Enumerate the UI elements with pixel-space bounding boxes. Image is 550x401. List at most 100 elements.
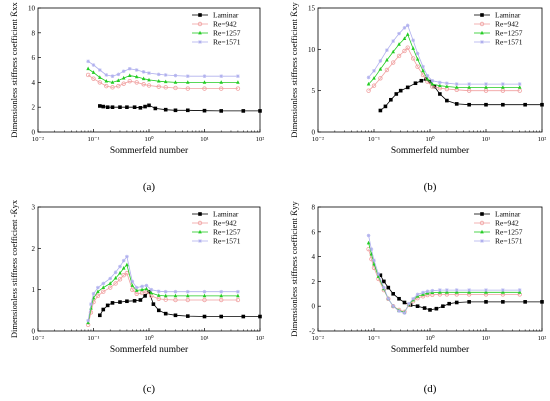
data-point [144, 286, 149, 291]
data-point [173, 73, 178, 78]
data-point [500, 88, 506, 93]
data-point [219, 289, 224, 294]
data-point [415, 51, 420, 56]
data-point [501, 300, 505, 304]
data-point [396, 53, 402, 59]
y-tick-label: 2 [32, 245, 36, 253]
data-point [517, 88, 522, 93]
x-tick-label: 10¹ [482, 136, 491, 143]
series-line-3 [87, 264, 238, 323]
data-point [438, 290, 442, 294]
series-line-1 [99, 290, 260, 317]
data-point [454, 82, 459, 86]
data-point [376, 272, 381, 276]
data-point [402, 36, 407, 40]
data-point [163, 79, 168, 84]
data-point [110, 301, 115, 305]
data-point [95, 293, 101, 299]
data-point [236, 293, 240, 298]
data-point [484, 288, 488, 292]
data-point [125, 299, 129, 304]
data-point [97, 80, 103, 85]
data-point [430, 81, 435, 86]
data-point [91, 63, 96, 67]
data-point [372, 76, 376, 80]
y-tick-label: 8 [312, 204, 316, 212]
data-point [113, 270, 118, 275]
data-point [147, 289, 151, 294]
y-tick-label: 0 [312, 129, 316, 137]
data-point [441, 304, 445, 308]
data-point [149, 290, 154, 295]
data-point [121, 81, 126, 86]
data-point [147, 71, 151, 75]
data-point [378, 59, 383, 63]
series-line-2 [87, 272, 238, 325]
chart-panel-3: 0 1 2 3 10⁻² 10⁻¹ 10⁰ 10¹ 10² Sommerfeld number Di… [9, 199, 264, 395]
data-point [378, 66, 383, 71]
data-point [219, 314, 224, 319]
legend-marker [480, 40, 484, 44]
legend-entry: Re=1257 [495, 29, 523, 38]
series-line-3 [87, 68, 238, 83]
data-point [366, 88, 371, 93]
data-point [428, 308, 432, 312]
x-tick-label: 10² [538, 335, 547, 342]
data-point [110, 74, 115, 78]
data-point [378, 108, 383, 113]
data-point [173, 293, 178, 298]
data-point [415, 292, 420, 297]
x-tick-label: 10⁻¹ [368, 335, 380, 342]
data-point [371, 265, 377, 270]
data-point [421, 64, 425, 69]
data-point [113, 275, 118, 280]
data-point [397, 31, 401, 36]
data-point [185, 80, 190, 84]
legend-marker [480, 239, 484, 243]
x-tick-label: 10⁻² [32, 136, 44, 143]
panel-label: (c) [143, 383, 156, 395]
panel-label: (b) [424, 181, 437, 193]
data-point [116, 72, 121, 77]
data-point [110, 105, 115, 109]
data-point [540, 102, 544, 107]
data-point [202, 297, 207, 303]
x-tick-label: 10¹ [200, 136, 209, 143]
data-point [397, 296, 401, 301]
data-point [202, 86, 207, 91]
y-axis-label: Dimensionless stiffness coefficient K̄yy [289, 201, 299, 337]
data-point [101, 104, 106, 109]
data-point [141, 70, 146, 74]
data-point [369, 247, 374, 251]
data-point [391, 304, 395, 308]
data-point [118, 264, 122, 269]
legend-marker [198, 30, 202, 35]
panel-label: (d) [424, 383, 437, 395]
x-axis-label: Sommerfeld number [391, 344, 470, 355]
data-point [104, 73, 109, 77]
data-point [163, 107, 168, 112]
data-point [501, 102, 505, 107]
data-point [202, 80, 207, 84]
data-point [202, 74, 207, 78]
legend-marker [479, 220, 485, 226]
data-point [219, 297, 224, 303]
data-point [121, 273, 126, 278]
legend-marker [197, 21, 203, 27]
data-point [501, 85, 505, 89]
legend-entry: Laminar [495, 11, 521, 20]
legend-marker [198, 229, 202, 234]
y-axis-label: Dimensionless stiffness coefficient K̄xx [9, 2, 19, 138]
data-point [98, 68, 102, 72]
data-point [219, 74, 224, 78]
data-point [235, 86, 241, 91]
data-point [422, 306, 427, 310]
data-point [484, 290, 488, 294]
legend-entry: Re=1257 [495, 228, 523, 237]
data-point [484, 300, 488, 304]
data-point [383, 104, 388, 109]
data-point [98, 313, 102, 318]
data-point [454, 288, 459, 292]
data-point [96, 285, 100, 290]
data-point [438, 288, 442, 292]
